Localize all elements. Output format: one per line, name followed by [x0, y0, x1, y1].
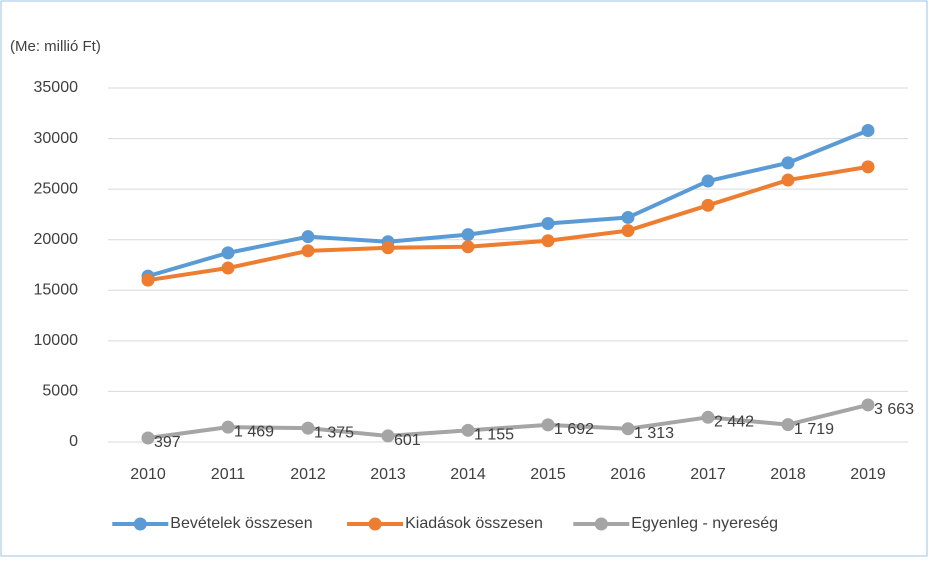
- legend-label: Bevételek összesen: [170, 515, 312, 532]
- legend-label: Kiadások összesen: [405, 515, 543, 532]
- data-point: [701, 174, 715, 188]
- x-tick-label: 2011: [211, 466, 246, 483]
- data-label: 1 155: [474, 427, 514, 444]
- data-point: [461, 228, 475, 242]
- data-label: 1 719: [794, 421, 834, 438]
- y-tick-label: 5000: [42, 383, 78, 400]
- data-point: [301, 421, 315, 435]
- data-label: 1 375: [314, 424, 354, 441]
- y-tick-label: 0: [69, 433, 78, 450]
- series-line: [147, 164, 869, 283]
- data-point: [781, 173, 795, 187]
- data-point: [541, 217, 555, 231]
- data-point: [141, 273, 155, 287]
- data-point: [781, 418, 795, 432]
- data-label: 601: [394, 432, 421, 449]
- data-label: 1 313: [634, 425, 674, 442]
- data-point: [781, 156, 795, 170]
- data-label: 3 663: [874, 401, 914, 418]
- x-tick-label: 2012: [290, 466, 326, 483]
- legend-label: Egyenleg - nyereség: [631, 515, 778, 532]
- data-point: [141, 431, 155, 445]
- y-tick-label: 25000: [34, 180, 79, 197]
- y-tick-label: 35000: [34, 79, 79, 96]
- series-line: [147, 128, 869, 279]
- data-point: [861, 123, 875, 137]
- data-point: [381, 241, 395, 255]
- data-point: [541, 234, 555, 248]
- data-point: [301, 244, 315, 258]
- legend-marker: [133, 517, 147, 531]
- data-point: [621, 422, 635, 436]
- y-tick-label: 15000: [34, 282, 79, 299]
- data-point: [381, 429, 395, 443]
- x-tick-label: 2014: [450, 466, 486, 483]
- data-point: [621, 224, 635, 238]
- data-point: [541, 418, 555, 432]
- data-point: [461, 423, 475, 437]
- y-tick-label: 10000: [34, 332, 79, 349]
- data-point: [701, 198, 715, 212]
- legend-marker: [594, 517, 608, 531]
- y-tick-label: 20000: [34, 231, 79, 248]
- y-tick-label: 30000: [34, 130, 79, 147]
- x-tick-label: 2013: [370, 466, 406, 483]
- x-tick-label: 2018: [770, 466, 806, 483]
- data-point: [221, 420, 235, 434]
- unit-label: (Me: millió Ft): [10, 38, 101, 55]
- x-tick-label: 2016: [610, 466, 646, 483]
- legend-marker: [368, 517, 382, 531]
- series-line: [147, 403, 869, 440]
- data-point: [861, 160, 875, 174]
- data-point: [861, 398, 875, 412]
- x-tick-label: 2017: [690, 466, 726, 483]
- data-point: [301, 230, 315, 244]
- data-label: 2 442: [714, 414, 754, 431]
- data-label: 1 469: [234, 423, 274, 440]
- data-point: [221, 261, 235, 275]
- data-point: [461, 240, 475, 254]
- data-label: 397: [154, 434, 181, 451]
- x-tick-label: 2015: [530, 466, 566, 483]
- x-tick-label: 2010: [130, 466, 166, 483]
- data-label: 1 692: [554, 421, 594, 438]
- data-point: [221, 246, 235, 260]
- x-tick-label: 2019: [850, 466, 886, 483]
- data-point: [621, 210, 635, 224]
- data-point: [701, 410, 715, 424]
